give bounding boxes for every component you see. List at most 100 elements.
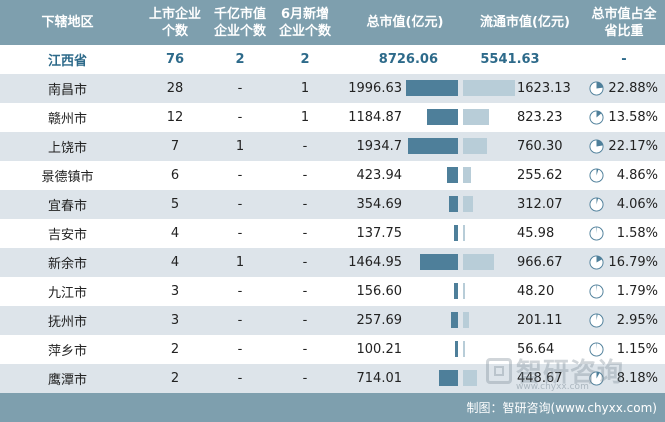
table-row: 新余市 4 1 - 1464.95 966.67 16.79% (0, 248, 665, 277)
float-market-cap-bar (463, 167, 472, 183)
billion-count: - (237, 168, 243, 183)
billion-count: - (237, 342, 243, 357)
region-name: 宜春市 (47, 199, 87, 214)
share-pie-icon (589, 139, 604, 154)
region-name: 南昌市 (47, 83, 87, 98)
table-row: 鹰潭市 2 - - 714.01 448.67 8.18% (0, 364, 665, 393)
share-label: 16.79% (608, 255, 658, 270)
share-pie-icon (589, 313, 604, 328)
table-row: 上饶市 7 1 - 1934.7 760.30 22.17% (0, 132, 665, 161)
share-pie-icon (589, 226, 604, 241)
table-row: 景德镇市 6 - - 423.94 255.62 4.86% (0, 161, 665, 190)
share-pie-slice (596, 313, 598, 321)
share-pie-slice (596, 371, 600, 379)
share-pie-slice (596, 284, 598, 292)
share-pie-icon (589, 342, 604, 357)
total-market-cap-bar (451, 312, 458, 328)
header-total: 总市值(亿元) (366, 15, 444, 30)
billion-count: - (237, 81, 243, 96)
total-market-cap-bar (427, 109, 458, 125)
float-market-cap-bar (463, 341, 465, 357)
june-new-count: - (302, 313, 308, 328)
share-pie-icon (589, 284, 604, 299)
total-market-cap-bar (454, 225, 458, 241)
table-row: 宜春市 5 - - 354.69 312.07 4.06% (0, 190, 665, 219)
float-market-cap-label: 255.62 (517, 168, 563, 183)
listed-count: 7 (170, 139, 180, 154)
summary-region: 江西省 (47, 54, 87, 69)
float-market-cap-label: 760.30 (517, 139, 563, 154)
table-row: 南昌市 28 - 1 1996.63 1623.13 22.88% (0, 74, 665, 103)
table-header: 下辖地区 上市企业 个数 千亿市值 企业个数 6月新增 企业个数 总市值(亿元)… (0, 0, 665, 45)
header-billion: 千亿市值 企业个数 (213, 6, 266, 39)
share-label: 13.58% (608, 110, 658, 125)
share-label: 2.95% (616, 313, 658, 328)
billion-count: 1 (235, 255, 245, 270)
header-share: 总市值占全 省比重 (591, 6, 657, 39)
share-pie-icon (589, 110, 604, 125)
table-row: 抚州市 3 - - 257.69 201.11 2.95% (0, 306, 665, 335)
june-new-count: 1 (300, 110, 310, 125)
share-label: 8.18% (616, 371, 658, 386)
footer: 制图：智研咨询(www.chyxx.com) (0, 393, 665, 422)
share-label: 4.86% (616, 168, 658, 183)
share-pie-slice (596, 139, 603, 147)
share-label: 1.79% (616, 284, 658, 299)
billion-count: - (237, 110, 243, 125)
listed-count: 4 (170, 226, 180, 241)
share-pie-slice (596, 168, 599, 176)
float-market-cap-bar (463, 254, 494, 270)
listed-count: 2 (170, 371, 180, 386)
header-june: 6月新增 企业个数 (278, 6, 331, 39)
header-float: 流通市值(亿元) (480, 15, 570, 30)
listed-count: 4 (170, 255, 180, 270)
june-new-count: - (302, 371, 308, 386)
float-market-cap-label: 823.23 (517, 110, 563, 125)
total-market-cap-label: 156.60 (356, 284, 403, 299)
float-market-cap-bar (463, 138, 488, 154)
share-label: 4.06% (616, 197, 658, 212)
total-market-cap-bar (419, 254, 458, 270)
june-new-count: - (302, 226, 308, 241)
region-name: 抚州市 (47, 315, 87, 330)
float-market-cap-label: 312.07 (517, 197, 563, 212)
billion-count: - (237, 197, 243, 212)
billion-count: 1 (235, 139, 245, 154)
listed-count: 5 (170, 197, 180, 212)
float-market-cap-label: 45.98 (517, 226, 555, 241)
total-market-cap-label: 1464.95 (348, 255, 402, 270)
float-market-cap-bar (463, 370, 478, 386)
june-new-count: - (302, 284, 308, 299)
float-market-cap-bar (463, 225, 465, 241)
float-market-cap-bar (463, 283, 465, 299)
june-new-count: - (302, 139, 308, 154)
billion-count: - (237, 313, 243, 328)
summary-float: 5541.63 (480, 52, 540, 67)
total-market-cap-label: 100.21 (356, 342, 403, 357)
summary-listed: 76 (165, 52, 185, 67)
total-market-cap-label: 257.69 (356, 313, 403, 328)
listed-count: 3 (170, 284, 180, 299)
june-new-count: - (302, 342, 308, 357)
summary-billion: 2 (235, 52, 245, 67)
billion-count: - (237, 284, 243, 299)
region-name: 新余市 (47, 257, 87, 272)
listed-count: 3 (170, 313, 180, 328)
region-name: 吉安市 (47, 228, 87, 243)
total-market-cap-label: 354.69 (356, 197, 403, 212)
float-market-cap-bar (463, 312, 470, 328)
total-market-cap-bar (446, 167, 458, 183)
listed-count: 12 (166, 110, 184, 125)
total-market-cap-label: 1934.7 (356, 139, 403, 154)
total-market-cap-label: 714.01 (356, 371, 403, 386)
float-market-cap-label: 201.11 (517, 313, 563, 328)
share-label: 22.88% (608, 81, 658, 96)
float-market-cap-bar (463, 196, 473, 212)
float-market-cap-label: 48.20 (517, 284, 555, 299)
footer-source: 制图：智研咨询(www.chyxx.com) (466, 401, 657, 415)
share-pie-slice (596, 110, 602, 118)
header-listed: 上市企业 个数 (148, 6, 201, 39)
june-new-count: - (302, 255, 308, 270)
share-pie-icon (589, 168, 604, 183)
header-region: 下辖地区 (41, 15, 94, 30)
